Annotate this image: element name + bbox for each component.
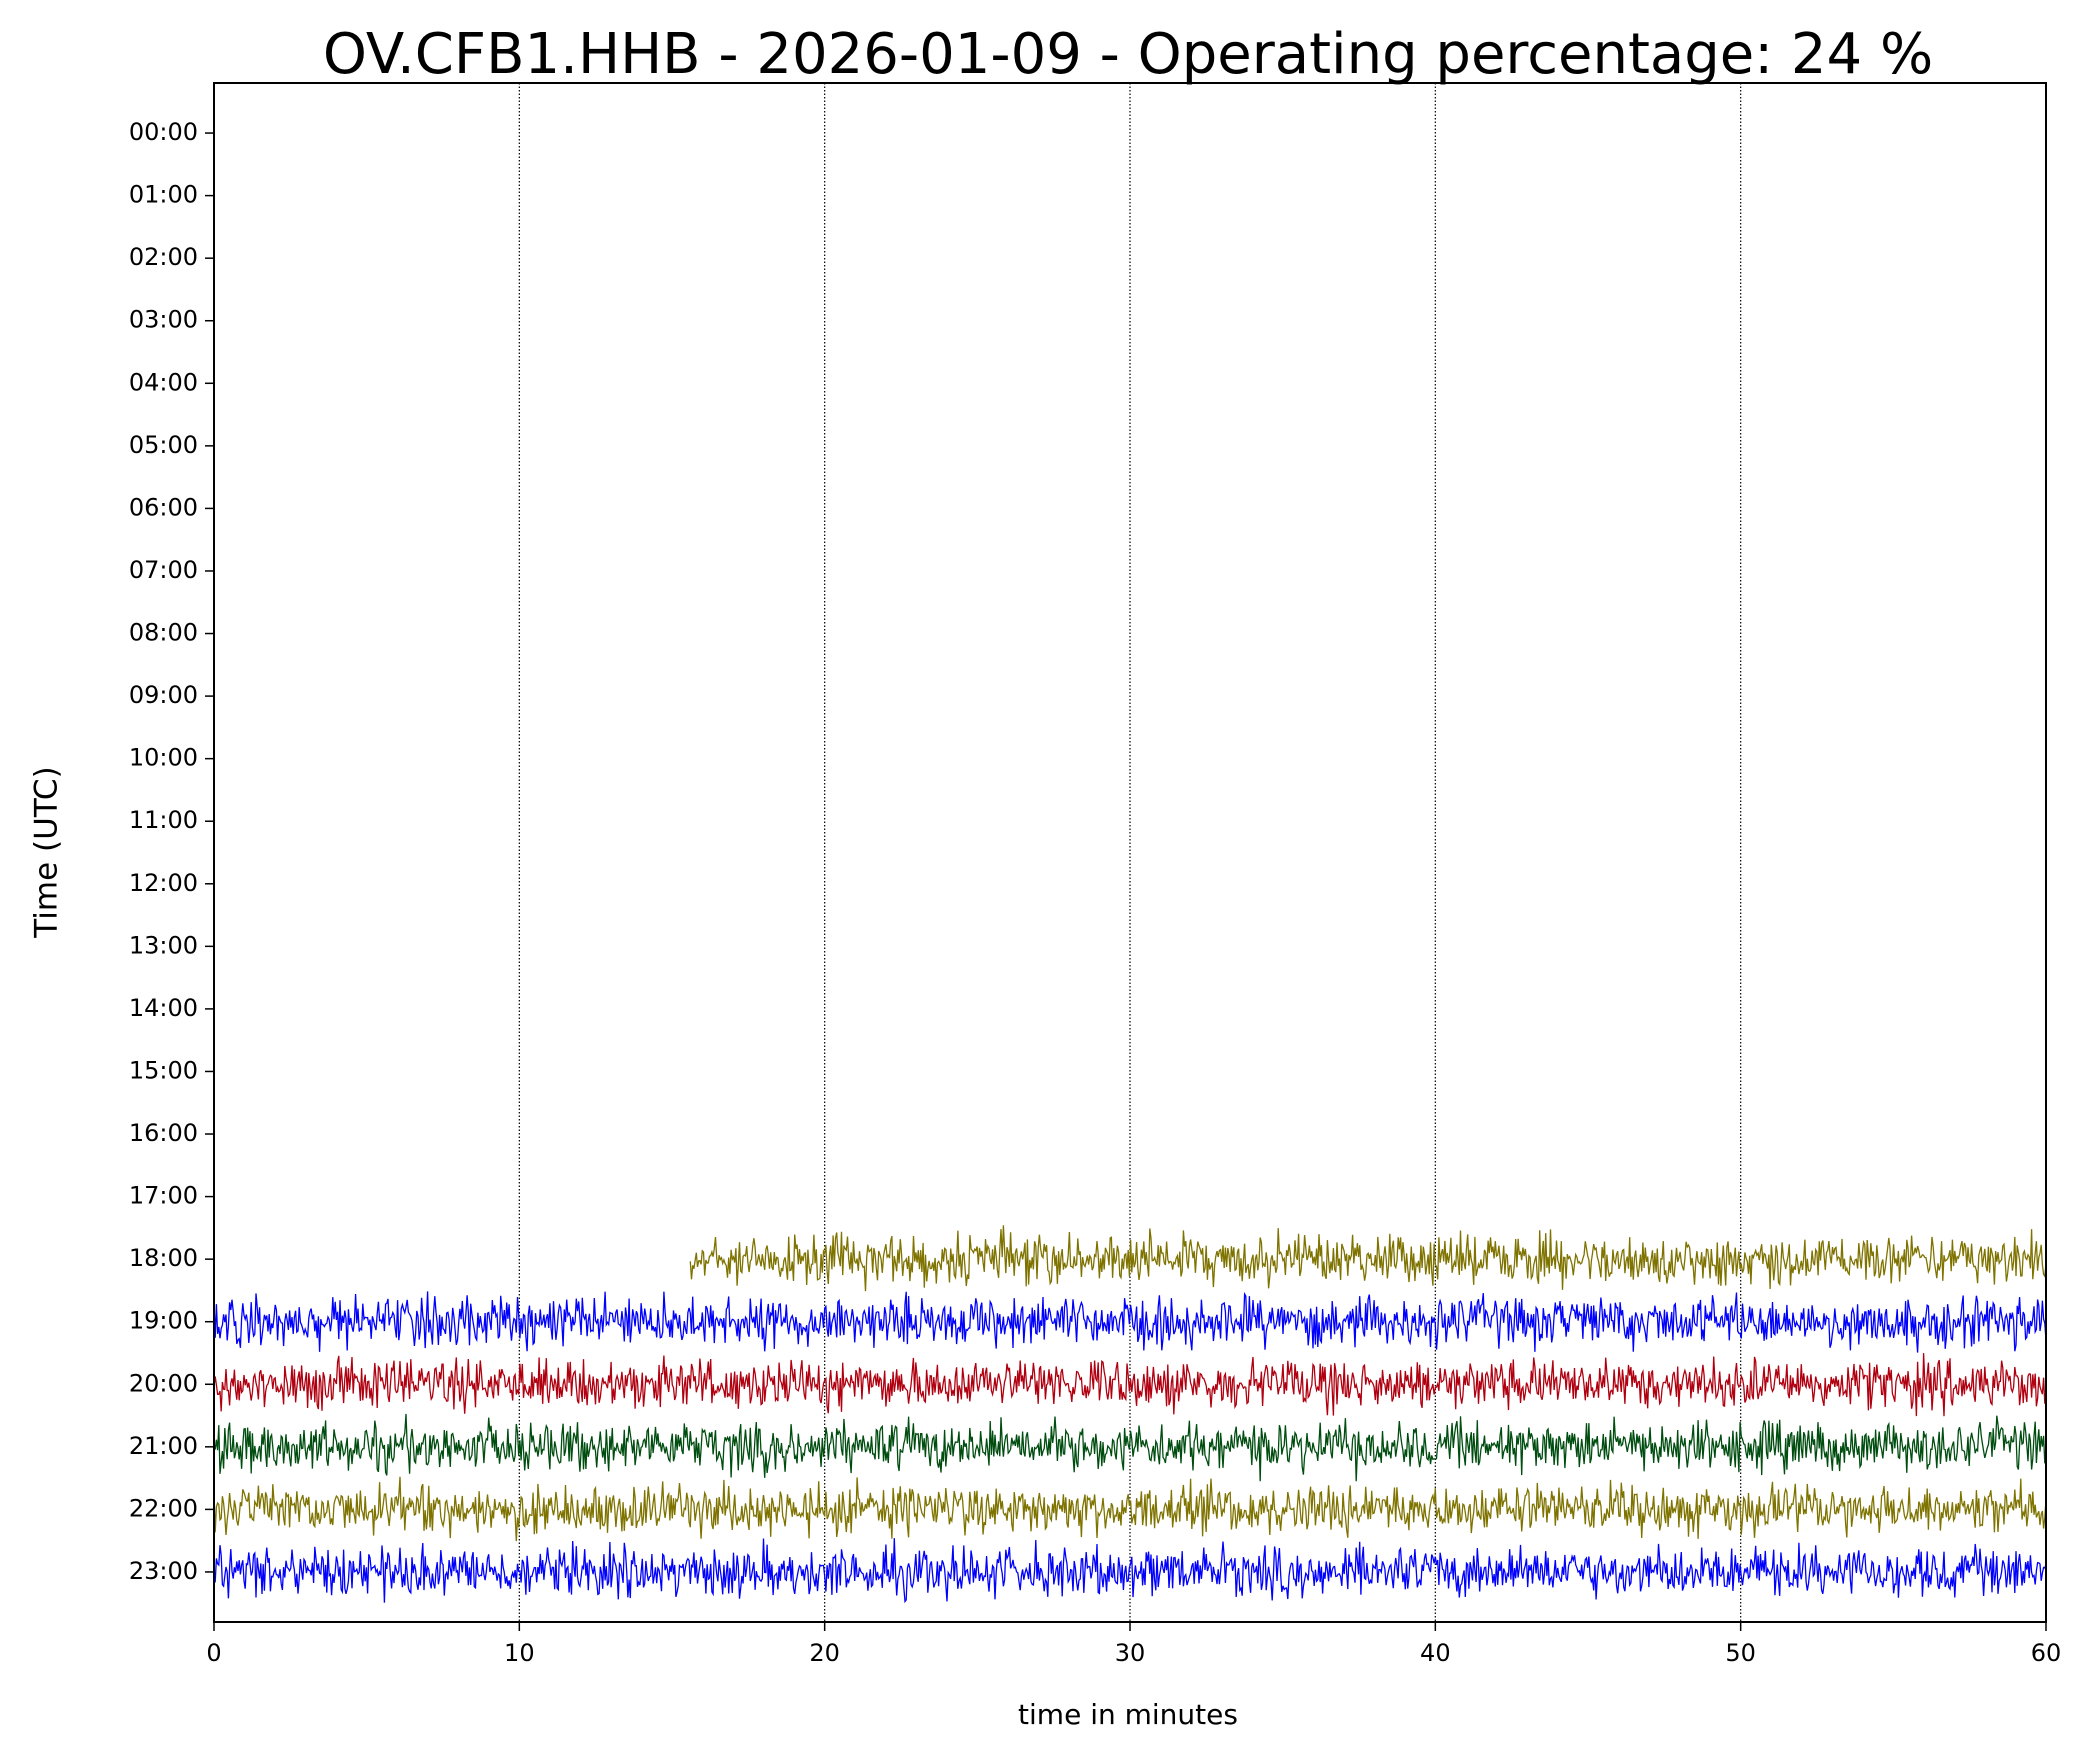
y-tick-label: 23:00 [129,1557,198,1585]
y-tick-label: 17:00 [129,1182,198,1210]
y-tick-label: 06:00 [129,493,198,521]
y-tick-label: 15:00 [129,1056,198,1084]
y-tick-label: 11:00 [129,806,198,834]
y-tick-label: 16:00 [129,1119,198,1147]
y-tick-label: 07:00 [129,556,198,584]
y-tick-label: 19:00 [129,1307,198,1335]
x-tick-label: 10 [504,1639,535,1667]
chart-title: OV.CFB1.HHB - 2026-01-09 - Operating per… [323,22,1933,87]
x-tick-label: 0 [206,1639,221,1667]
y-tick-label: 01:00 [129,181,198,209]
y-axis-label: Time (UTC) [29,766,65,938]
trace [213,1413,2047,1482]
y-tick-label: 21:00 [129,1432,198,1460]
y-tick-label: 08:00 [129,619,198,647]
y-tick-label: 20:00 [129,1369,198,1397]
trace [689,1225,2047,1292]
x-tick-label: 30 [1115,1639,1146,1667]
y-tick-label: 13:00 [129,931,198,959]
y-tick-label: 18:00 [129,1244,198,1272]
y-tick-label: 05:00 [129,431,198,459]
trace [213,1538,2047,1604]
trace [213,1291,2047,1353]
plot-frame [213,82,2047,1623]
y-tick-label: 10:00 [129,744,198,772]
y-tick-label: 03:00 [129,306,198,334]
y-tick-label: 12:00 [129,869,198,897]
x-tick-label: 50 [1725,1639,1756,1667]
y-tick-label: 00:00 [129,118,198,146]
y-tick-label: 02:00 [129,243,198,271]
trace [213,1476,2047,1542]
x-tick-label: 40 [1420,1639,1451,1667]
x-tick-label: 20 [809,1639,840,1667]
trace [213,1353,2047,1417]
x-axis-label: time in minutes [1018,1698,1238,1731]
y-tick-label: 14:00 [129,994,198,1022]
y-tick-label: 09:00 [129,681,198,709]
y-tick-label: 04:00 [129,368,198,396]
x-tick-label: 60 [2031,1639,2062,1667]
y-tick-label: 22:00 [129,1494,198,1522]
